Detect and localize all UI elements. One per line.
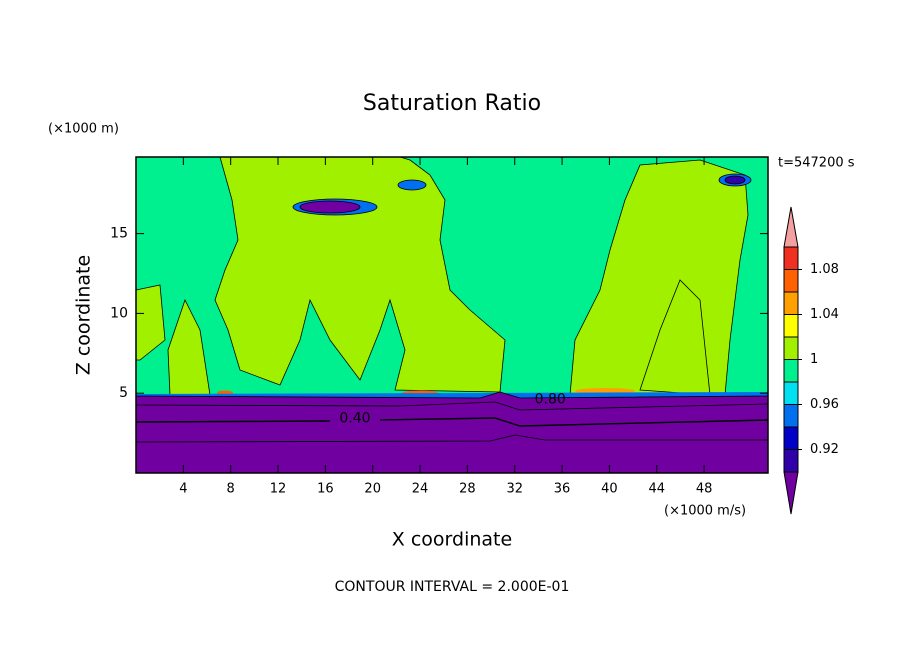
colorbar-box (783, 246, 799, 270)
x-unit: (×1000 m/s) (664, 504, 746, 519)
colorbar-box (783, 449, 799, 473)
colorbar-extend (783, 471, 799, 515)
colorbar-box (783, 381, 799, 405)
colorbar-tick-label: 0.96 (810, 397, 839, 412)
x-tick-label: 8 (227, 482, 235, 497)
x-tick-label: 16 (317, 482, 334, 497)
colorbar-box (783, 269, 799, 293)
colorbar-box (783, 404, 799, 428)
colorbar-box (783, 426, 799, 450)
x-tick-label: 4 (179, 482, 187, 497)
colorbar-box (783, 314, 799, 338)
x-tick-label: 20 (364, 482, 381, 497)
x-tick-label: 48 (696, 482, 713, 497)
colorbar-tick-label: 1.08 (810, 262, 839, 277)
x-tick-label: 36 (554, 482, 571, 497)
plot-frame (135, 156, 769, 474)
colorbar-tick-label: 1.04 (810, 307, 839, 322)
x-axis-label: X coordinate (392, 529, 512, 551)
y-tick-label: 5 (119, 385, 128, 401)
colorbar-box (783, 291, 799, 315)
colorbar-box (783, 336, 799, 360)
y-axis-label: Z coordinate (73, 255, 95, 375)
x-tick-label: 12 (270, 482, 287, 497)
colorbar-tick-label: 0.92 (810, 442, 839, 457)
x-tick-label: 44 (648, 482, 665, 497)
x-tick-label: 32 (506, 482, 523, 497)
y-tick-label: 15 (110, 226, 128, 242)
colorbar-tick-label: 1 (810, 352, 818, 367)
contour-label: 0.80 (535, 392, 566, 408)
y-unit: (×1000 m) (48, 122, 119, 137)
time-label: t=547200 s (778, 156, 855, 171)
chart-title: Saturation Ratio (363, 91, 541, 116)
colorbar-extend (783, 206, 799, 248)
contour-field (136, 157, 768, 473)
y-tick-label: 10 (110, 305, 128, 321)
x-tick-label: 28 (459, 482, 476, 497)
colorbar-box (783, 359, 799, 383)
footer: CONTOUR INTERVAL = 2.000E-01 (335, 579, 570, 595)
contour-label: 0.40 (339, 411, 370, 427)
x-tick-label: 24 (412, 482, 429, 497)
x-tick-label: 40 (601, 482, 618, 497)
